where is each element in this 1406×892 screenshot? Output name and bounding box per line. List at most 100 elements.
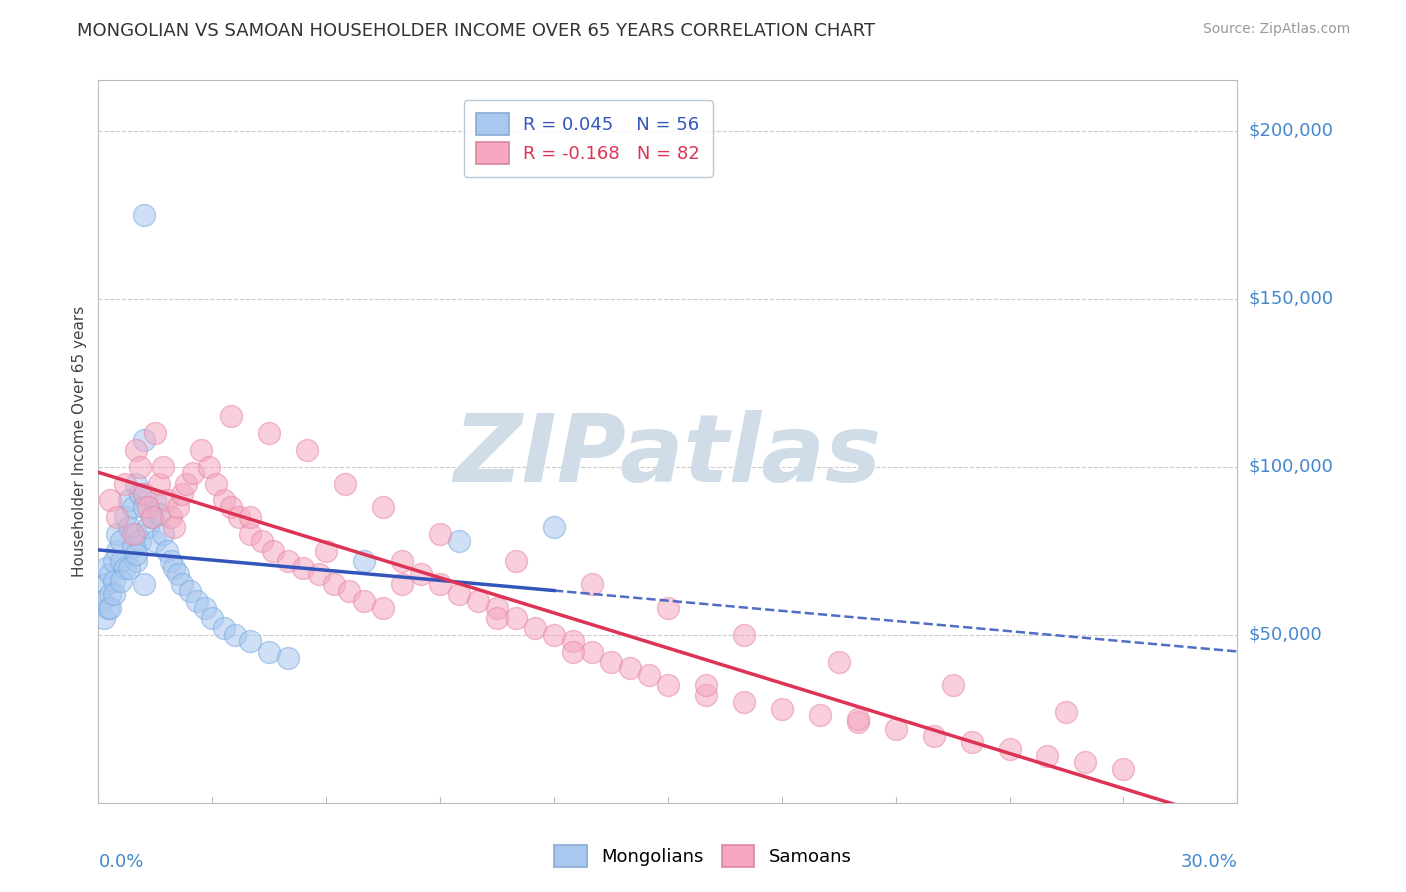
Point — [505, 554, 527, 568]
Point — [259, 644, 281, 658]
Point — [212, 621, 235, 635]
Point — [194, 600, 217, 615]
Legend: R = 0.045    N = 56, R = -0.168   N = 82: R = 0.045 N = 56, R = -0.168 N = 82 — [464, 100, 713, 177]
Point — [107, 510, 129, 524]
Point — [145, 493, 167, 508]
Point — [524, 621, 547, 635]
Point — [808, 708, 831, 723]
Point — [91, 594, 114, 608]
Point — [1074, 756, 1097, 770]
Point — [121, 527, 143, 541]
Point — [118, 520, 141, 534]
Text: 0.0%: 0.0% — [98, 854, 143, 871]
Point — [411, 567, 433, 582]
Point — [190, 442, 212, 457]
Point — [114, 476, 136, 491]
Point — [884, 722, 907, 736]
Point — [97, 600, 120, 615]
Point — [239, 510, 262, 524]
Text: ZIPatlas: ZIPatlas — [454, 410, 882, 502]
Point — [371, 600, 394, 615]
Point — [170, 577, 193, 591]
Point — [94, 577, 117, 591]
Point — [148, 507, 170, 521]
Point — [159, 510, 181, 524]
Point — [447, 587, 470, 601]
Point — [942, 678, 965, 692]
Point — [110, 574, 132, 588]
Point — [167, 500, 190, 514]
Point — [846, 715, 869, 730]
Point — [277, 651, 299, 665]
Point — [695, 678, 717, 692]
Point — [129, 486, 152, 500]
Point — [391, 577, 413, 591]
Point — [156, 493, 179, 508]
Point — [960, 735, 983, 749]
Point — [315, 543, 337, 558]
Point — [129, 459, 152, 474]
Point — [183, 467, 205, 481]
Point — [335, 476, 357, 491]
Point — [239, 527, 262, 541]
Point — [998, 742, 1021, 756]
Point — [619, 661, 641, 675]
Point — [132, 577, 155, 591]
Point — [695, 688, 717, 702]
Point — [1112, 762, 1135, 776]
Point — [353, 594, 375, 608]
Point — [129, 533, 152, 548]
Point — [163, 520, 186, 534]
Point — [657, 678, 679, 692]
Point — [447, 533, 470, 548]
Point — [770, 702, 793, 716]
Point — [170, 486, 193, 500]
Point — [132, 433, 155, 447]
Point — [201, 611, 224, 625]
Point — [125, 527, 148, 541]
Point — [1036, 748, 1059, 763]
Point — [337, 584, 360, 599]
Point — [118, 560, 141, 574]
Point — [581, 644, 603, 658]
Text: $150,000: $150,000 — [1249, 290, 1333, 308]
Point — [205, 476, 228, 491]
Point — [600, 655, 623, 669]
Point — [239, 634, 262, 648]
Point — [543, 628, 565, 642]
Point — [163, 560, 186, 574]
Point — [121, 541, 143, 555]
Point — [136, 520, 159, 534]
Point — [224, 628, 246, 642]
Point — [159, 554, 181, 568]
Point — [148, 476, 170, 491]
Point — [828, 655, 851, 669]
Point — [132, 208, 155, 222]
Point — [179, 584, 201, 599]
Y-axis label: Householder Income Over 65 years: Householder Income Over 65 years — [72, 306, 87, 577]
Text: MONGOLIAN VS SAMOAN HOUSEHOLDER INCOME OVER 65 YEARS CORRELATION CHART: MONGOLIAN VS SAMOAN HOUSEHOLDER INCOME O… — [77, 22, 876, 40]
Legend: Mongolians, Samoans: Mongolians, Samoans — [547, 838, 859, 874]
Point — [250, 533, 273, 548]
Point — [353, 554, 375, 568]
Point — [197, 459, 219, 474]
Point — [152, 459, 174, 474]
Point — [94, 560, 117, 574]
Point — [429, 577, 451, 591]
Point — [657, 600, 679, 615]
Point — [486, 600, 509, 615]
Point — [543, 520, 565, 534]
Point — [98, 567, 121, 582]
Point — [228, 510, 250, 524]
Point — [93, 611, 115, 625]
Point — [114, 560, 136, 574]
Point — [98, 493, 121, 508]
Point — [562, 634, 585, 648]
Point — [125, 554, 148, 568]
Point — [638, 668, 661, 682]
Point — [467, 594, 489, 608]
Point — [103, 574, 125, 588]
Point — [505, 611, 527, 625]
Point — [145, 426, 167, 441]
Point — [132, 500, 155, 514]
